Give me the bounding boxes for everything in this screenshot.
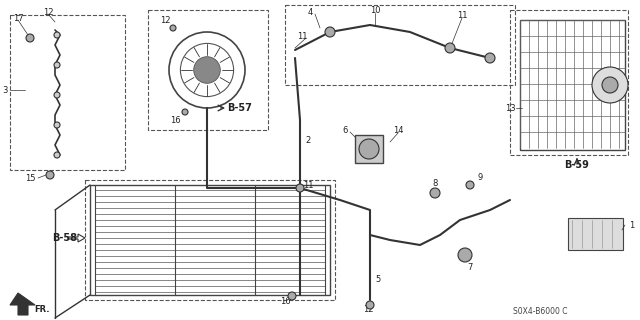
Polygon shape [10, 293, 35, 315]
Text: 5: 5 [376, 276, 381, 284]
Circle shape [54, 92, 60, 98]
Text: 6: 6 [342, 125, 348, 134]
Text: 11: 11 [297, 31, 307, 41]
Text: 4: 4 [307, 7, 312, 17]
Text: 11: 11 [457, 11, 467, 20]
Circle shape [325, 27, 335, 37]
Circle shape [366, 301, 374, 309]
Circle shape [54, 152, 60, 158]
Circle shape [54, 62, 60, 68]
Text: 12: 12 [160, 15, 170, 25]
Circle shape [466, 181, 474, 189]
Text: 3: 3 [3, 85, 8, 94]
Text: 14: 14 [393, 125, 403, 134]
Text: 7: 7 [467, 263, 473, 273]
Bar [510, 10, 628, 155]
Text: 15: 15 [25, 173, 35, 182]
Circle shape [602, 77, 618, 93]
Circle shape [46, 171, 54, 179]
Text: FR.: FR. [35, 306, 50, 315]
Circle shape [592, 67, 628, 103]
Circle shape [458, 248, 472, 262]
Text: 2: 2 [305, 135, 310, 145]
Polygon shape [68, 234, 85, 242]
Bar [10, 15, 125, 170]
Circle shape [194, 57, 220, 83]
Bar [355, 135, 383, 163]
Text: 12: 12 [363, 306, 373, 315]
Text: 9: 9 [477, 172, 483, 181]
Text: 1: 1 [629, 220, 635, 229]
Bar [285, 5, 515, 85]
Circle shape [26, 34, 34, 42]
Text: 10: 10 [370, 5, 380, 14]
Circle shape [430, 188, 440, 198]
Text: B-57: B-57 [228, 103, 252, 113]
Text: 8: 8 [432, 179, 438, 188]
Text: 17: 17 [13, 13, 23, 22]
Bar [568, 218, 623, 250]
Circle shape [296, 184, 304, 192]
Text: B-58: B-58 [52, 233, 77, 243]
Text: S0X4-B6000 C: S0X4-B6000 C [513, 308, 567, 316]
Circle shape [54, 32, 60, 38]
Text: 13: 13 [505, 103, 515, 113]
Bar [90, 185, 330, 295]
Circle shape [445, 43, 455, 53]
Bar [148, 10, 268, 130]
Bar [85, 180, 335, 300]
Circle shape [288, 292, 296, 300]
Text: 12: 12 [43, 7, 53, 17]
Text: 16: 16 [170, 116, 180, 124]
Text: 16: 16 [280, 298, 291, 307]
Circle shape [54, 122, 60, 128]
Bar [520, 20, 625, 150]
Circle shape [359, 139, 379, 159]
Circle shape [170, 25, 176, 31]
Text: B-59: B-59 [564, 160, 589, 170]
Text: 11: 11 [303, 180, 313, 189]
Circle shape [182, 109, 188, 115]
Circle shape [485, 53, 495, 63]
